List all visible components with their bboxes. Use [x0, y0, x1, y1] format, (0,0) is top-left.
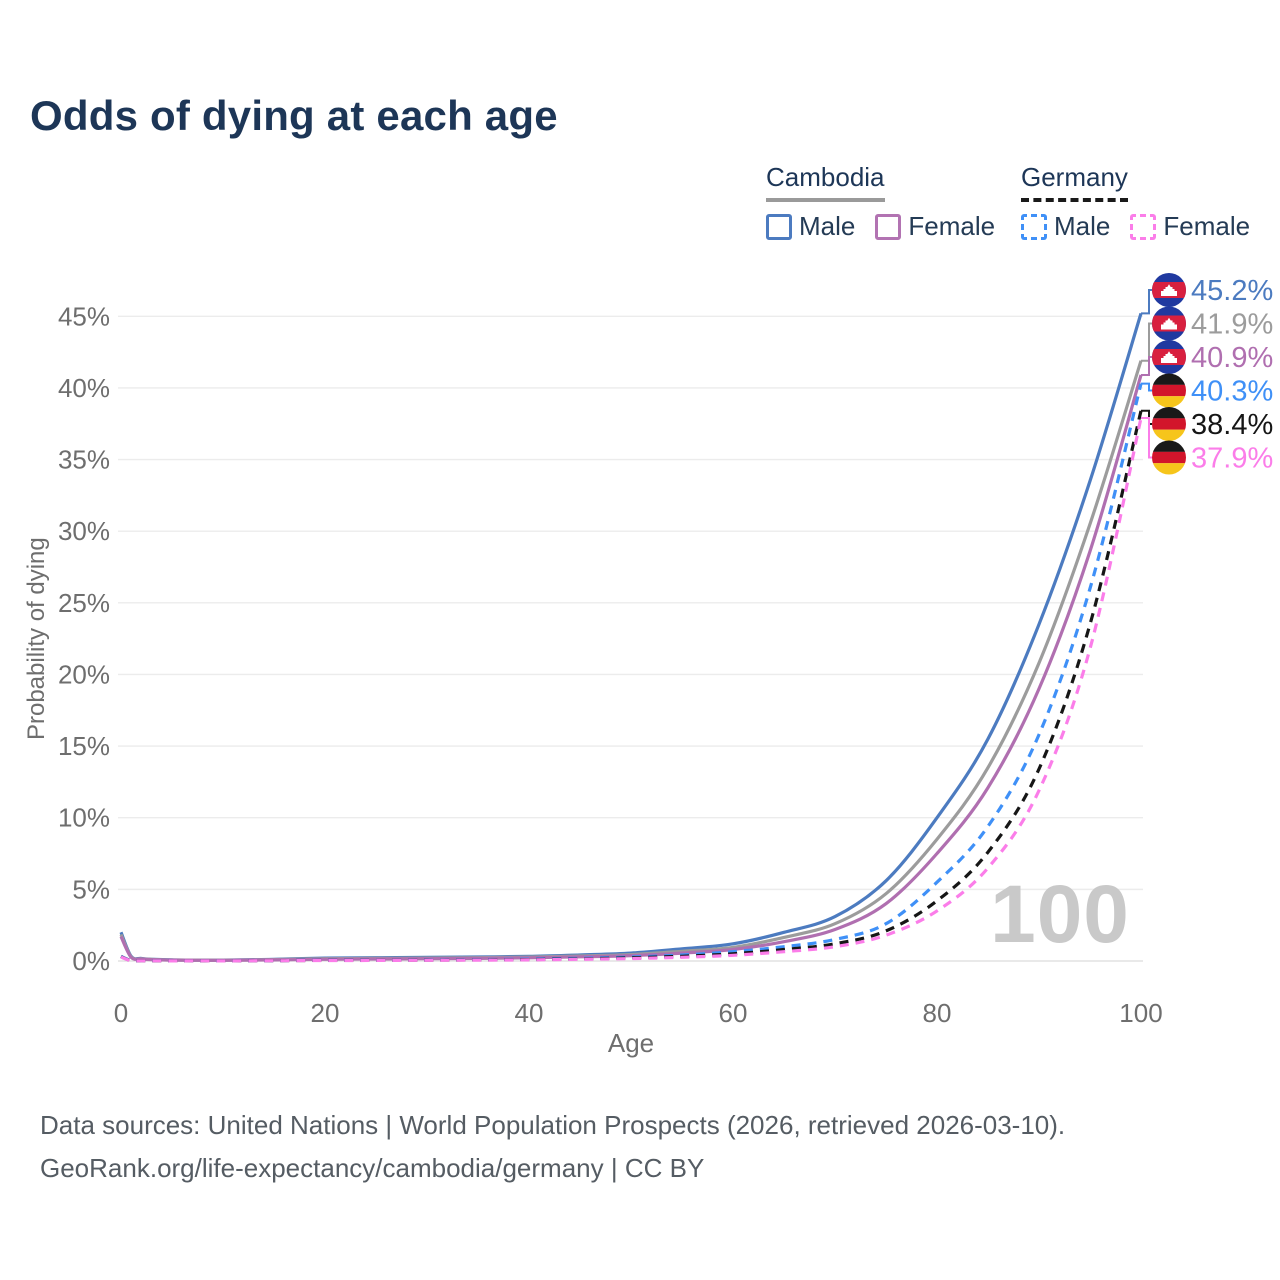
y-tick-label: 10%	[58, 803, 110, 833]
checkbox-germany-male[interactable]	[1021, 213, 1047, 240]
age-watermark: 100	[990, 869, 1130, 960]
legend-header-cambodia[interactable]: Cambodia	[766, 162, 885, 202]
legend-toggle-cambodia-male[interactable]: Male	[766, 211, 855, 242]
legend-toggle-germany-female[interactable]: Female	[1130, 211, 1250, 242]
attribution-link[interactable]: GeoRank.org/life-expectancy/cambodia/ger…	[40, 1153, 705, 1183]
x-tick-label: 60	[719, 998, 748, 1028]
series-line-cambodia-male	[119, 312, 1143, 962]
end-value-label: 45.2%	[1191, 275, 1273, 307]
x-tick-label: 40	[515, 998, 544, 1028]
legend-header-germany[interactable]: Germany	[1021, 162, 1128, 202]
end-value-label: 40.9%	[1191, 342, 1273, 374]
y-tick-label: 45%	[58, 301, 110, 331]
x-tick-label: 20	[311, 998, 340, 1028]
end-value-label: 40.3%	[1191, 376, 1273, 408]
series-line-germany-female	[120, 417, 1143, 963]
y-tick-label: 30%	[58, 516, 110, 546]
y-tick-label: 25%	[58, 588, 110, 618]
germany-flag-icon	[1152, 407, 1186, 441]
legend-label: Male	[799, 211, 856, 241]
label-connector	[1141, 356, 1152, 376]
y-axis-title: Probability of dying	[23, 537, 50, 740]
checkbox-cambodia-female[interactable]	[875, 213, 902, 240]
cambodia-flag-icon	[1152, 340, 1186, 374]
label-connector	[1141, 322, 1152, 362]
x-tick-label: 100	[1119, 998, 1162, 1028]
legend-toggle-cambodia-female[interactable]: Female	[875, 211, 995, 242]
series-line-germany	[120, 410, 1143, 963]
chart-title: Odds of dying at each age	[30, 92, 558, 139]
label-connector	[1141, 382, 1152, 392]
y-tick-label: 5%	[72, 874, 110, 904]
label-connector	[1141, 289, 1152, 315]
cambodia-flag-icon	[1152, 306, 1186, 341]
germany-flag-icon	[1152, 440, 1186, 475]
y-tick-label: 15%	[58, 731, 110, 761]
legend-label: Male	[1054, 211, 1111, 241]
checkbox-germany-female[interactable]	[1130, 213, 1157, 240]
series-line-cambodia-female	[119, 374, 1143, 962]
y-tick-label: 0%	[72, 946, 110, 976]
x-tick-label: 80	[923, 998, 952, 1028]
legend-group-cambodia: Cambodia Male Female	[766, 162, 995, 242]
y-tick-label: 35%	[58, 445, 110, 475]
series-line-cambodia	[119, 360, 1143, 962]
series-line-germany-male	[120, 383, 1143, 963]
x-axis-title: Age	[608, 1028, 654, 1058]
germany-flag-icon	[1152, 373, 1186, 408]
footer: Data sources: United Nations | World Pop…	[40, 1104, 1065, 1190]
legend-toggle-germany-male[interactable]: Male	[1021, 211, 1110, 242]
legend-group-germany: Germany Male Female	[1021, 162, 1250, 242]
end-value-label: 37.9%	[1191, 443, 1273, 475]
label-connector	[1141, 417, 1152, 459]
end-value-label: 41.9%	[1191, 309, 1273, 341]
y-tick-label: 20%	[58, 659, 110, 689]
checkbox-cambodia-male[interactable]	[766, 213, 792, 240]
legend-label: Female	[1163, 211, 1251, 241]
cambodia-flag-icon	[1152, 273, 1186, 307]
end-value-label: 38.4%	[1191, 409, 1273, 441]
x-tick-label: 0	[114, 998, 128, 1028]
legend-label: Female	[908, 211, 996, 241]
y-tick-label: 40%	[58, 373, 110, 403]
data-sources-text: Data sources: United Nations | World Pop…	[40, 1110, 1066, 1140]
